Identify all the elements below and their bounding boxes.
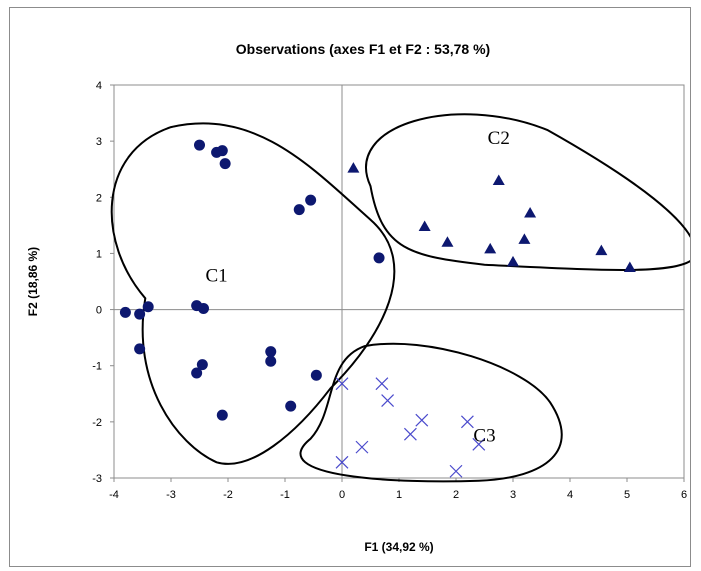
data-point-circle <box>293 204 305 216</box>
data-point-circle <box>197 302 209 314</box>
y-tick-label: 2 <box>96 192 102 204</box>
x-tick-label: -4 <box>109 489 119 501</box>
cluster-label-c1: C1 <box>206 266 228 287</box>
data-point-x <box>449 464 463 478</box>
data-point-circle <box>142 301 154 313</box>
data-point-circle <box>310 369 322 381</box>
cluster-label-c2: C2 <box>488 128 510 149</box>
data-point-triangle <box>441 236 454 247</box>
data-point-triangle <box>484 242 497 254</box>
y-tick-label: 1 <box>96 248 102 260</box>
x-tick-label: 6 <box>681 489 687 501</box>
x-tick-label: 0 <box>339 489 345 501</box>
data-point-circle <box>373 252 385 264</box>
data-point-circle <box>285 400 297 412</box>
data-point-x <box>335 455 349 469</box>
data-point-triangle <box>492 174 505 185</box>
data-point-circle <box>265 355 277 367</box>
x-tick-label: -1 <box>280 489 290 501</box>
cluster-c2-outline <box>365 113 690 271</box>
y-tick-label: 3 <box>96 136 102 148</box>
data-point-circle <box>196 359 208 371</box>
y-tick-label: -1 <box>92 361 102 373</box>
data-point-circle <box>134 343 146 355</box>
chart-frame: Observations (axes F1 et F2 : 53,78 %) -… <box>9 7 691 567</box>
y-tick-label: 4 <box>96 80 102 92</box>
x-axis-title: F1 (34,92 %) <box>364 540 433 554</box>
x-tick-label: 1 <box>396 489 402 501</box>
data-point-x <box>381 394 395 407</box>
data-point-x <box>375 377 389 391</box>
x-tick-label: 2 <box>453 489 459 501</box>
data-point-triangle <box>507 255 519 267</box>
cluster-label-c3: C3 <box>473 426 495 447</box>
cluster-c3-outline <box>299 342 563 483</box>
x-tick-label: 4 <box>567 489 573 501</box>
y-tick-label: -3 <box>92 473 102 485</box>
x-tick-label: 5 <box>624 489 630 501</box>
data-point-circle <box>219 158 231 170</box>
x-tick-label: -2 <box>223 489 233 501</box>
data-point-x <box>472 437 486 451</box>
y-tick-label: 0 <box>96 305 102 317</box>
data-point-circle <box>191 367 203 379</box>
data-point-circle <box>216 409 228 421</box>
data-point-x <box>460 415 474 429</box>
x-tick-label: -3 <box>166 489 176 501</box>
data-point-circle <box>194 139 205 151</box>
data-point-triangle <box>518 233 531 244</box>
y-axis-title: F2 (18,86 %) <box>26 247 40 316</box>
data-point-triangle <box>347 162 360 173</box>
data-point-circle <box>134 308 146 320</box>
data-point-triangle <box>418 220 431 231</box>
data-point-circle <box>305 194 317 206</box>
data-point-x <box>415 413 429 427</box>
data-point-x <box>403 427 417 441</box>
data-point-triangle <box>524 207 537 218</box>
data-point-circle <box>119 306 131 318</box>
y-tick-label: -2 <box>92 417 102 429</box>
data-point-circle <box>265 346 277 358</box>
x-tick-label: 3 <box>510 489 516 501</box>
scatter-chart: Observations (axes F1 et F2 : 53,78 %) -… <box>26 41 690 554</box>
data-point-triangle <box>595 244 608 256</box>
data-point-triangle <box>623 261 636 272</box>
chart-title: Observations (axes F1 et F2 : 53,78 %) <box>236 41 490 57</box>
data-point-x <box>335 377 349 391</box>
data-point-circle <box>216 145 228 157</box>
data-point-x <box>355 440 369 454</box>
cluster-c1-outline <box>110 122 396 465</box>
